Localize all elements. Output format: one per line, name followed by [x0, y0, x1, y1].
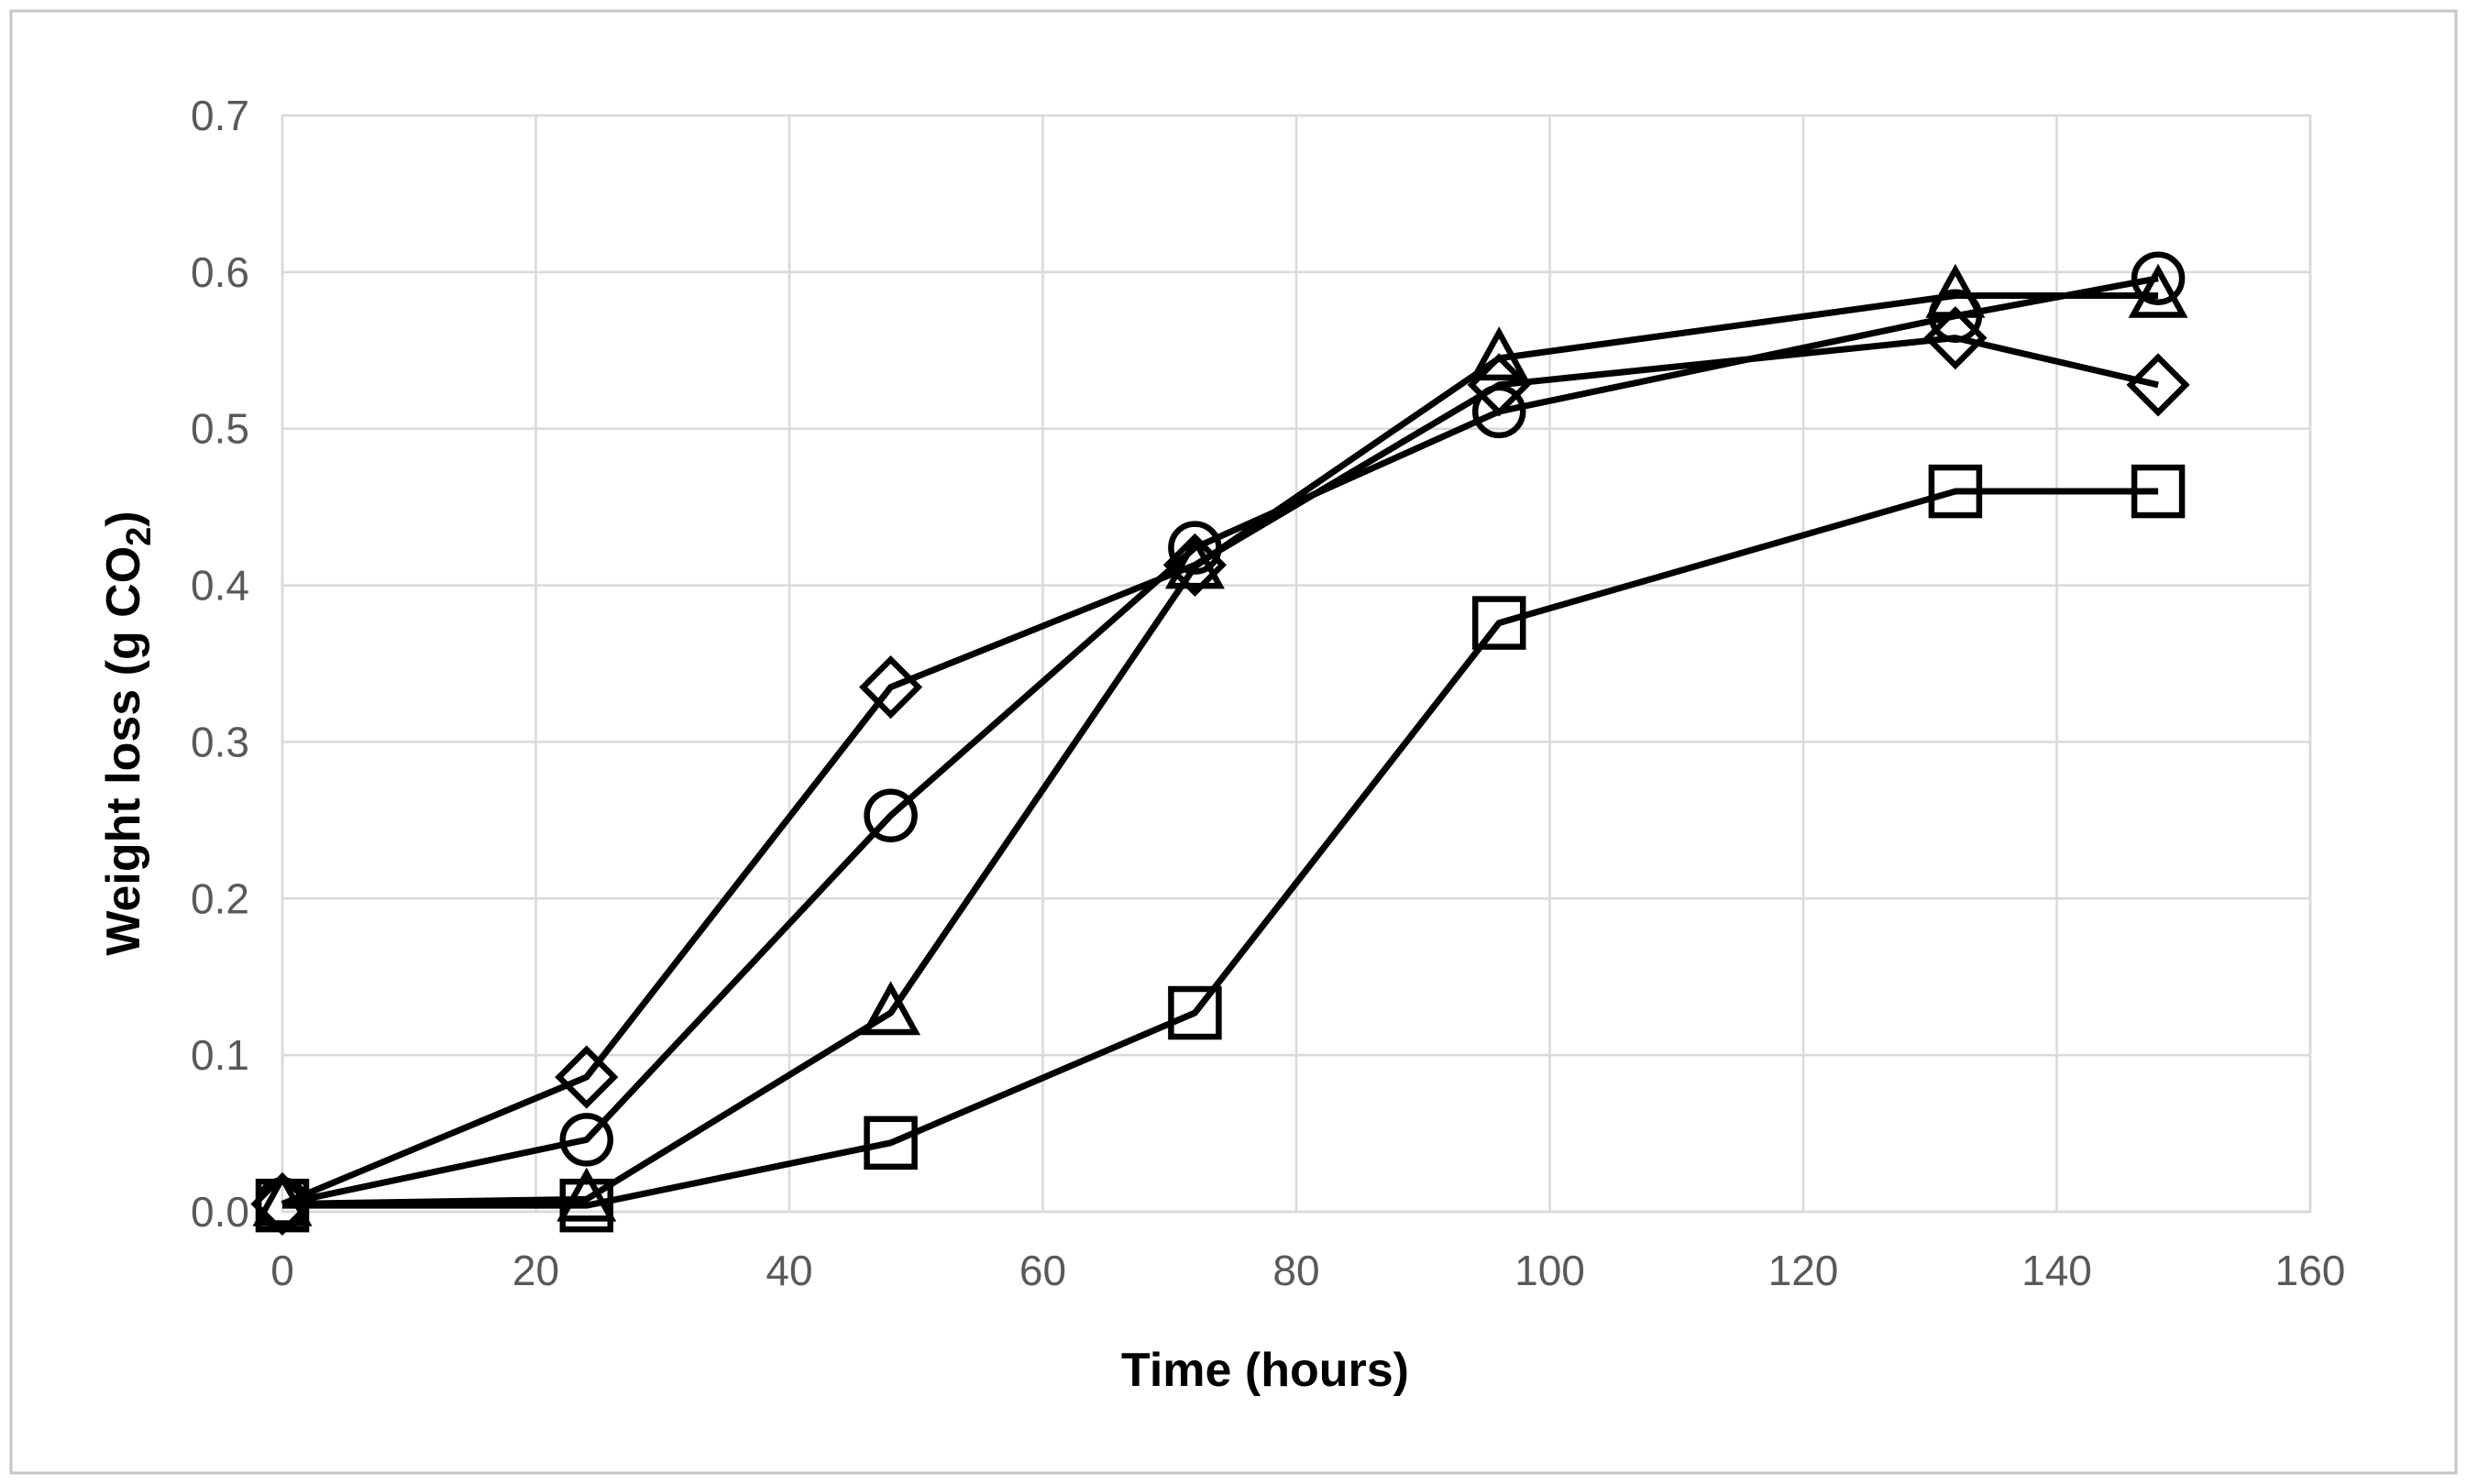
- triangle-marker-0h: [252, 1171, 313, 1226]
- x-tick-label-160: 160: [2275, 1247, 2346, 1294]
- x-axis-title: Time (hours): [1121, 1344, 1409, 1397]
- series-line-triangle-series: [281, 291, 2159, 1207]
- triangle-marker-96h: [1469, 326, 1529, 381]
- y-tick-label-0.5: 0.5: [191, 405, 249, 453]
- x-tick-label-80: 80: [1272, 1247, 1319, 1294]
- data-series: [250, 251, 2190, 1237]
- circle-marker-148h: [2131, 251, 2186, 305]
- diamond-marker-48h: [859, 655, 923, 720]
- figure-border: [9, 9, 2458, 1475]
- y-tick-label-0.6: 0.6: [191, 248, 249, 296]
- x-tick-label-140: 140: [2021, 1247, 2092, 1294]
- triangle-marker-48h: [861, 981, 921, 1036]
- circle-marker-48h: [864, 788, 918, 842]
- y-tick-label-0.0: 0.0: [191, 1188, 249, 1236]
- diamond-marker-24h: [555, 1045, 619, 1109]
- triangle-series: [252, 263, 2188, 1226]
- diamond-marker-148h: [2126, 353, 2190, 417]
- square-marker-132h: [1928, 464, 1983, 519]
- square-marker-96h: [1471, 596, 1526, 650]
- y-axis-title: Weight loss (g CO2): [97, 511, 159, 955]
- tick-labels: 0 20 40 60 80 100 120 140 160 0.0 0.1 0.2 0.3 0.4 0.5 0…: [191, 92, 2345, 1294]
- triangle-marker-132h: [1925, 263, 1986, 318]
- y-tick-label-0.7: 0.7: [191, 92, 249, 139]
- x-tick-label-120: 120: [1768, 1247, 1839, 1294]
- triangle-marker-24h: [556, 1167, 617, 1222]
- y-tick-label-0.4: 0.4: [191, 562, 249, 610]
- x-tick-label-60: 60: [1019, 1247, 1066, 1294]
- triangle-marker-148h: [2128, 263, 2188, 318]
- y-tick-label-0.1: 0.1: [191, 1031, 249, 1079]
- square-marker-48h: [864, 1116, 918, 1171]
- x-tick-label-0: 0: [270, 1247, 294, 1294]
- x-tick-label-100: 100: [1514, 1247, 1585, 1294]
- series-line-square-series: [282, 488, 2159, 1209]
- triangle-marker-72h: [1164, 534, 1225, 589]
- square-series: [255, 464, 2186, 1233]
- circle-marker-24h: [559, 1113, 614, 1167]
- x-tick-label-20: 20: [512, 1247, 559, 1294]
- plot-area-border: [281, 114, 2312, 1214]
- square-marker-72h: [1168, 985, 1222, 1040]
- square-marker-24h: [559, 1178, 614, 1233]
- square-marker-148h: [2131, 464, 2186, 519]
- diamond-series: [250, 306, 2190, 1237]
- x-tick-label-40: 40: [765, 1247, 812, 1294]
- circle-marker-96h: [1471, 384, 1526, 439]
- y-tick-label-0.2: 0.2: [191, 874, 249, 922]
- y-tick-label-0.3: 0.3: [191, 718, 249, 765]
- square-marker-0h: [255, 1178, 310, 1233]
